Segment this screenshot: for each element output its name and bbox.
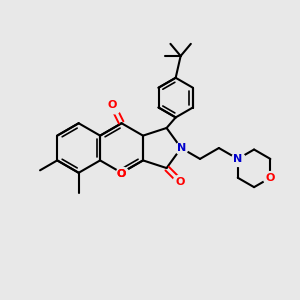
Text: O: O xyxy=(176,177,185,187)
Text: O: O xyxy=(266,173,275,183)
Text: O: O xyxy=(108,100,117,110)
Text: N: N xyxy=(176,143,186,153)
Text: O: O xyxy=(117,169,126,179)
Text: O: O xyxy=(117,169,126,179)
Text: N: N xyxy=(233,154,242,164)
